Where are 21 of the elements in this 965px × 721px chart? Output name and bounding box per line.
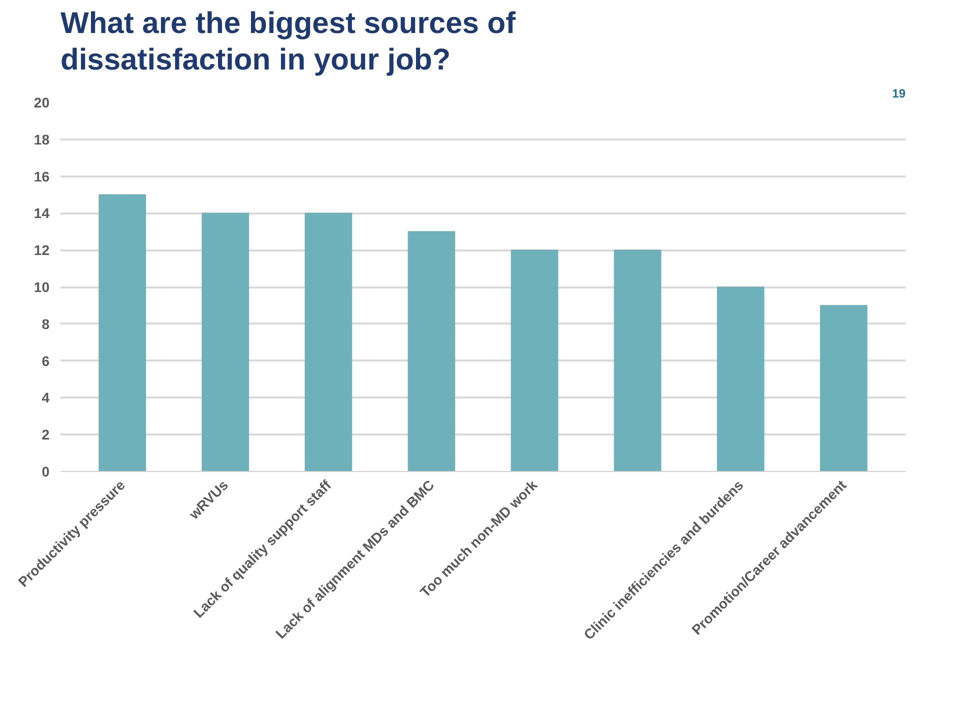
y-tick-label: 12 [34,242,50,258]
bar [202,212,250,472]
y-tick-label: 18 [34,131,50,148]
y-tick-label: 6 [42,352,50,369]
y-tick-label: 10 [34,279,50,295]
bar [614,250,662,472]
y-tick-label: 8 [42,316,50,332]
y-tick-label: 0 [42,464,50,480]
bar [98,194,146,472]
y-tick-label: 16 [34,168,50,184]
y-tick-label: 4 [42,390,50,406]
y-tick-label: 14 [34,205,50,222]
text: 19 [892,86,906,100]
bar [716,286,764,472]
y-tick-label: 2 [42,426,50,443]
bar [408,231,456,472]
chart-title: What are the biggest sources of dissatisfaction in your job? [60,7,517,76]
y-tick-label: 20 [34,94,50,110]
bar [510,250,558,472]
bar [820,304,868,472]
bar [304,212,352,472]
